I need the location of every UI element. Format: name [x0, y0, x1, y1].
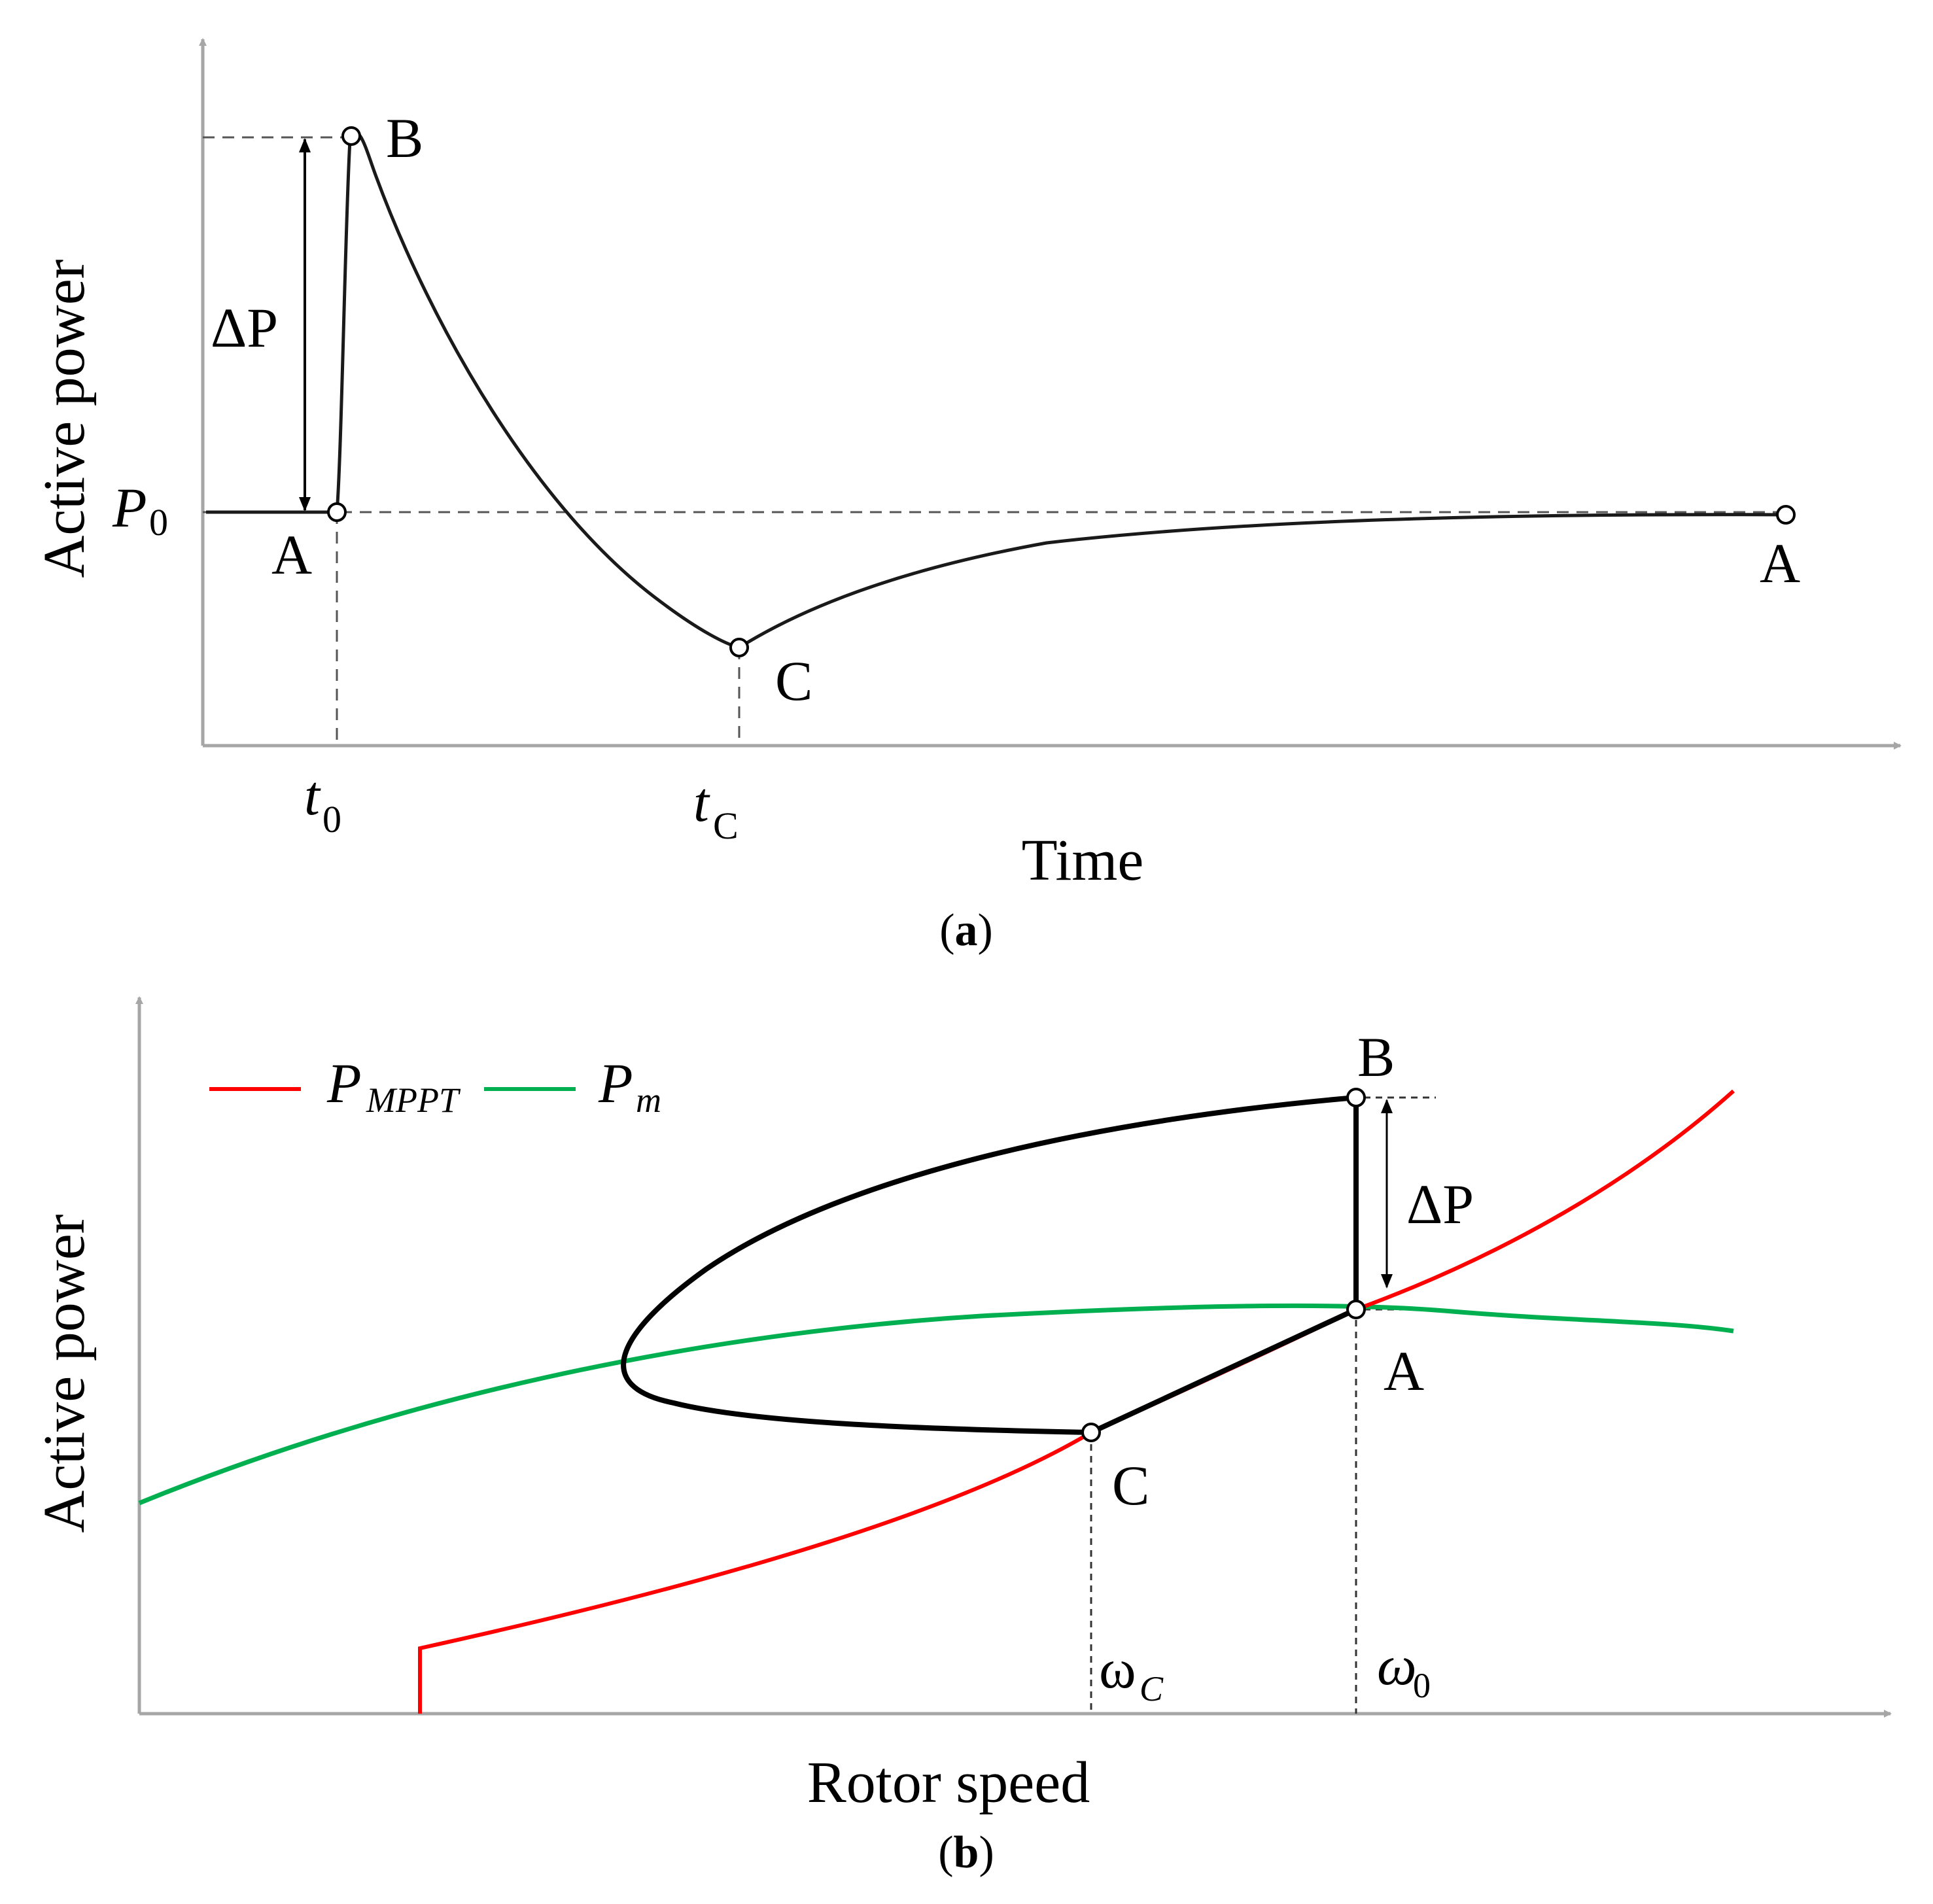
- panel-b-delta-p-label: ΔP: [1406, 1173, 1474, 1236]
- panel-a-tc-label: t: [693, 770, 710, 833]
- panel-b-wc-label: ω: [1099, 1637, 1136, 1700]
- panel-a-label-A-end: A: [1760, 532, 1800, 595]
- panel-a-tc-sub: C: [713, 805, 739, 847]
- panel-a-point-C: [729, 638, 749, 657]
- panel-a-t0-sub: 0: [322, 798, 341, 840]
- panel-a-delta-p-label: ΔP: [211, 296, 278, 359]
- panel-b-w0-label: ω: [1377, 1634, 1417, 1697]
- panel-b-legend: P MPPT P m: [209, 1052, 661, 1120]
- panel-b-y-label: Active power: [32, 1214, 97, 1532]
- panel-a-power-curve: [206, 131, 1786, 649]
- panel-b-label-C: C: [1112, 1454, 1149, 1517]
- panel-a-caption: (a): [939, 905, 993, 956]
- panel-a-label-B: B: [386, 107, 423, 169]
- panel-a-point-A: [327, 502, 347, 522]
- panel-b-point-C: [1081, 1423, 1101, 1442]
- panel-a-t0-label: t: [304, 764, 321, 827]
- panel-b-w0-sub: 0: [1413, 1666, 1431, 1705]
- svg-text:(a): (a): [939, 905, 993, 956]
- panel-b-point-A: [1346, 1300, 1366, 1319]
- panel-a-x-label: Time: [1022, 828, 1144, 893]
- panel-b-label-A: A: [1384, 1340, 1424, 1402]
- panel-a-label-C: C: [775, 649, 812, 712]
- legend-mppt-sub: MPPT: [366, 1081, 461, 1120]
- legend-mppt-label: P: [326, 1052, 362, 1115]
- svg-text:(b): (b): [938, 1827, 994, 1878]
- panel-b-x-label: Rotor speed: [807, 1750, 1090, 1815]
- panel-b-pm-curve: [138, 1303, 1734, 1506]
- panel-a-point-A-end: [1776, 505, 1796, 525]
- panel-a-caption-letter: a: [955, 905, 978, 956]
- panel-b-point-B: [1346, 1088, 1366, 1107]
- panel-a: A B C A ΔP P 0 t 0 t C Active power Time…: [32, 38, 1902, 956]
- panel-b-caption: (b): [938, 1827, 994, 1878]
- panel-a-p0-label: P: [112, 476, 147, 539]
- panel-b-caption-letter: b: [954, 1827, 979, 1878]
- panel-a-label-A: A: [271, 523, 312, 586]
- panel-a-y-label: Active power: [32, 259, 97, 578]
- panel-b-trajectory: [621, 1094, 1359, 1435]
- panel-b-wc-sub: C: [1140, 1669, 1164, 1708]
- panel-a-point-B: [341, 126, 361, 146]
- panel-b: P MPPT P m ΔP B A C ω C ω 0: [32, 996, 1892, 1878]
- legend-pm-sub: m: [636, 1081, 661, 1120]
- legend-pm-label: P: [598, 1052, 633, 1115]
- panel-b-label-B: B: [1357, 1026, 1395, 1088]
- panel-a-p0-sub: 0: [149, 501, 168, 544]
- panel-b-mppt-curve: [418, 1089, 1735, 1714]
